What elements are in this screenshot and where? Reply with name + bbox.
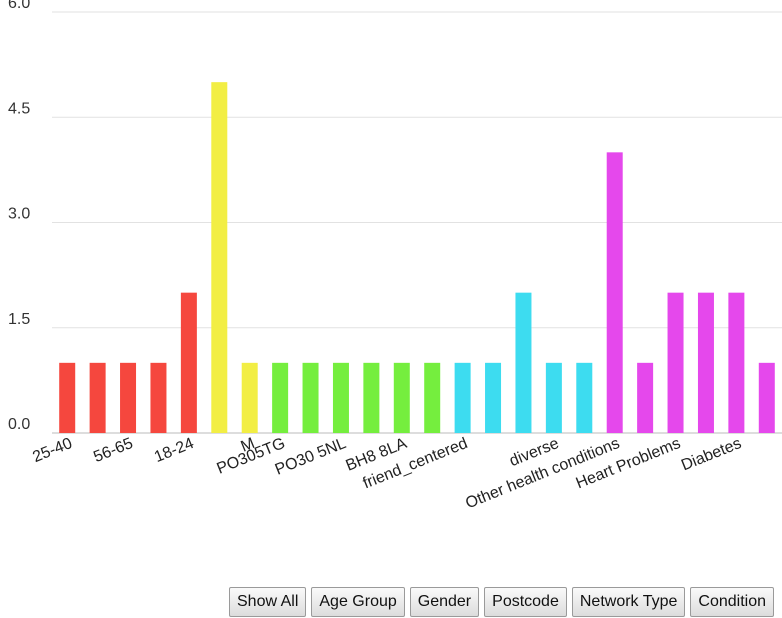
- bar[interactable]: [454, 362, 471, 433]
- bar[interactable]: [637, 362, 654, 433]
- bar-chart: 0.01.53.04.56.0 25-40 56-65 18-24 MPO305TGP…: [8, 0, 782, 513]
- x-tick-label: 25-40: [30, 435, 74, 466]
- bar[interactable]: [576, 362, 593, 433]
- bar[interactable]: [241, 362, 258, 433]
- bar[interactable]: [89, 362, 106, 433]
- x-tick-label: Diabetes: [679, 435, 744, 474]
- bar[interactable]: [515, 292, 532, 433]
- bar[interactable]: [606, 152, 623, 434]
- bar[interactable]: [363, 362, 380, 433]
- bar[interactable]: [545, 362, 562, 433]
- bar[interactable]: [272, 362, 289, 433]
- y-tick-label: 4.5: [8, 100, 30, 117]
- bar[interactable]: [302, 362, 319, 433]
- x-tick-label: 56-65: [91, 435, 135, 466]
- grid-lines: [52, 11, 782, 434]
- x-tick-label: PO30 5NL: [273, 435, 349, 479]
- network-type-button[interactable]: Network Type: [571, 587, 686, 617]
- bar[interactable]: [697, 292, 714, 433]
- bar[interactable]: [120, 362, 137, 433]
- bar[interactable]: [758, 362, 775, 433]
- bars: [59, 82, 775, 434]
- x-tick-label: M: [238, 435, 257, 456]
- y-tick-label: 0.0: [8, 416, 30, 433]
- y-tick-label: 1.5: [8, 311, 30, 328]
- show-all-button[interactable]: Show All: [229, 587, 307, 617]
- bar[interactable]: [180, 292, 197, 433]
- bar[interactable]: [211, 82, 228, 434]
- bar[interactable]: [667, 292, 684, 433]
- bar[interactable]: [424, 362, 441, 433]
- bar[interactable]: [150, 362, 167, 433]
- bar[interactable]: [332, 362, 349, 433]
- y-axis-ticks: 0.0 1.5 3.0 4.5 6.0: [8, 0, 30, 433]
- x-tick-label: 18-24: [152, 435, 196, 466]
- y-tick-label: 3.0: [8, 206, 30, 223]
- filter-button-bar: Show All Age Group Gender Postcode Netwo…: [229, 587, 774, 617]
- bar[interactable]: [728, 292, 745, 433]
- bar[interactable]: [485, 362, 502, 433]
- y-tick-label: 6.0: [8, 0, 30, 12]
- age-group-button[interactable]: Age Group: [311, 587, 405, 617]
- gender-button[interactable]: Gender: [409, 587, 480, 617]
- postcode-button[interactable]: Postcode: [484, 587, 567, 617]
- condition-button[interactable]: Condition: [690, 587, 774, 617]
- bar[interactable]: [59, 362, 76, 433]
- bar[interactable]: [393, 362, 410, 433]
